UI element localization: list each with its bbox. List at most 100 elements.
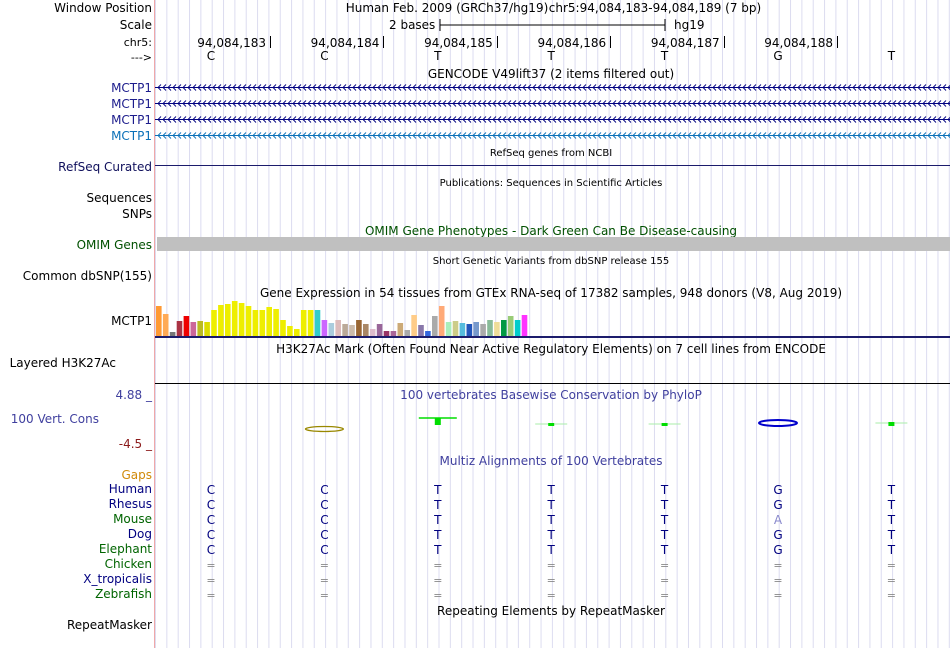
gtex-tissue-bar[interactable]: [169, 332, 176, 336]
gtex-tissue-bar[interactable]: [487, 320, 493, 336]
alignment-base: T: [660, 513, 669, 527]
omim-track-label[interactable]: OMIM Genes: [76, 238, 152, 252]
gtex-tissue-bar[interactable]: [294, 329, 300, 336]
gtex-tissue-bar[interactable]: [204, 322, 210, 336]
gtex-tissue-bar[interactable]: [466, 324, 473, 336]
h3k27ac-track-label[interactable]: Layered H3K27Ac: [9, 356, 116, 370]
species-label-rhesus[interactable]: Rhesus: [108, 497, 152, 511]
gtex-tissue-bar[interactable]: [231, 301, 238, 336]
gene-feature-1[interactable]: [155, 83, 950, 92]
alignment-gap: =: [773, 574, 783, 587]
gtex-tissue-bar[interactable]: [225, 304, 231, 336]
track-data-area[interactable]: Human Feb. 2009 (GRCh37/hg19) chr5:94,08…: [155, 0, 950, 648]
gtex-tissue-bar[interactable]: [514, 320, 521, 336]
dbsnp-track-label[interactable]: Common dbSNP(155): [22, 269, 152, 283]
gencode-track-title[interactable]: GENCODE V49lift37 (2 items filtered out): [427, 67, 675, 81]
gtex-tissue-bar[interactable]: [452, 321, 459, 336]
gtex-tissue-bar[interactable]: [259, 310, 266, 336]
gtex-gene-label[interactable]: MCTP1: [111, 314, 152, 328]
gaps-label[interactable]: Gaps: [121, 468, 152, 482]
gtex-tissue-bar[interactable]: [190, 322, 197, 336]
snps-track-label[interactable]: SNPs: [122, 207, 152, 221]
gtex-bar-chart[interactable]: [155, 298, 555, 336]
gtex-tissue-bar[interactable]: [376, 324, 383, 336]
refseq-track-desc: RefSeq genes from NCBI: [489, 148, 613, 159]
species-label-x_tropicalis[interactable]: X_tropicalis: [83, 572, 152, 586]
repeatmasker-track-label[interactable]: RepeatMasker: [66, 618, 152, 632]
species-label-chicken[interactable]: Chicken: [104, 557, 152, 571]
gtex-tissue-bar[interactable]: [314, 310, 321, 336]
gene-label-mctp1-3[interactable]: MCTP1: [111, 113, 152, 127]
alignment-base: T: [887, 483, 896, 497]
alignment-base: C: [320, 483, 329, 497]
gtex-tissue-bar[interactable]: [183, 316, 190, 336]
gtex-tissue-bar[interactable]: [383, 331, 390, 336]
gtex-tissue-bar[interactable]: [459, 323, 466, 336]
gtex-tissue-bar[interactable]: [363, 324, 369, 336]
gtex-tissue-bar[interactable]: [280, 320, 286, 336]
gtex-tissue-bar[interactable]: [411, 315, 417, 336]
gtex-tissue-bar[interactable]: [335, 320, 341, 336]
gtex-tissue-bar[interactable]: [245, 306, 252, 336]
gene-label-mctp1-2[interactable]: MCTP1: [111, 97, 152, 111]
gtex-tissue-bar[interactable]: [252, 310, 259, 336]
alignment-base: C: [206, 498, 216, 512]
gtex-tissue-bar[interactable]: [521, 315, 528, 336]
gtex-tissue-bar[interactable]: [390, 331, 397, 336]
gene-label-mctp1-4[interactable]: MCTP1: [111, 129, 152, 143]
window-position-label: Window Position: [54, 1, 152, 15]
gene-feature-3[interactable]: [155, 115, 950, 124]
publications-track-desc: Publications: Sequences in Scientific Ar…: [439, 178, 663, 189]
alignment-base: T: [547, 483, 555, 497]
species-label-mouse[interactable]: Mouse: [113, 512, 152, 526]
gtex-tissue-bar[interactable]: [349, 325, 355, 336]
gtex-tissue-bar[interactable]: [211, 310, 217, 336]
gtex-tissue-bar[interactable]: [287, 326, 293, 336]
species-label-zebrafish[interactable]: Zebrafish: [95, 587, 152, 601]
gtex-tissue-bar[interactable]: [328, 323, 335, 336]
gtex-tissue-bar[interactable]: [176, 321, 183, 336]
gtex-tissue-bar[interactable]: [162, 314, 169, 336]
reference-base: G: [773, 49, 783, 63]
gtex-tissue-bar[interactable]: [501, 320, 507, 336]
gtex-tissue-bar[interactable]: [473, 322, 479, 336]
gtex-tissue-bar[interactable]: [218, 305, 224, 336]
omim-feature-bar[interactable]: [157, 237, 950, 251]
cons-track-label[interactable]: 100 Vert. Cons: [10, 412, 99, 426]
gene-feature-4[interactable]: [155, 131, 950, 140]
gtex-tissue-bar[interactable]: [397, 323, 404, 336]
gtex-tissue-bar[interactable]: [273, 309, 279, 336]
gtex-bottom-line: [155, 336, 950, 338]
gtex-tissue-bar[interactable]: [266, 307, 272, 336]
gtex-tissue-bar[interactable]: [238, 303, 245, 336]
gtex-tissue-bar[interactable]: [507, 316, 514, 336]
gtex-tissue-bar[interactable]: [197, 321, 203, 336]
gtex-tissue-bar[interactable]: [356, 320, 362, 336]
species-label-human[interactable]: Human: [108, 482, 152, 496]
gtex-tissue-bar[interactable]: [156, 306, 162, 336]
gtex-tissue-bar[interactable]: [432, 316, 438, 336]
gtex-tissue-bar[interactable]: [438, 306, 445, 336]
sequences-track-label[interactable]: Sequences: [86, 191, 152, 205]
gtex-tissue-bar[interactable]: [307, 310, 314, 336]
gtex-tissue-bar[interactable]: [369, 329, 376, 336]
gtex-tissue-bar[interactable]: [425, 331, 431, 336]
gene-feature-2[interactable]: [155, 99, 950, 108]
alignment-base: T: [660, 498, 669, 512]
gtex-tissue-bar[interactable]: [480, 324, 486, 336]
gtex-tissue-bar[interactable]: [445, 322, 452, 336]
gtex-tissue-bar[interactable]: [342, 324, 348, 336]
species-label-dog[interactable]: Dog: [127, 527, 152, 541]
gtex-tissue-bar[interactable]: [418, 325, 424, 336]
gtex-tissue-bar[interactable]: [300, 310, 307, 336]
refseq-gene-line[interactable]: [155, 165, 950, 166]
gtex-tissue-bar[interactable]: [321, 320, 328, 336]
repeatmasker-track-desc: Repeating Elements by RepeatMasker: [437, 604, 665, 618]
species-label-elephant[interactable]: Elephant: [98, 542, 152, 556]
gtex-tissue-bar[interactable]: [494, 322, 500, 336]
phylop-conservation-plot[interactable]: [155, 400, 950, 440]
reference-base: C: [206, 49, 216, 63]
refseq-track-label[interactable]: RefSeq Curated: [58, 160, 152, 174]
gene-label-mctp1-1[interactable]: MCTP1: [111, 81, 152, 95]
gtex-tissue-bar[interactable]: [404, 330, 410, 336]
